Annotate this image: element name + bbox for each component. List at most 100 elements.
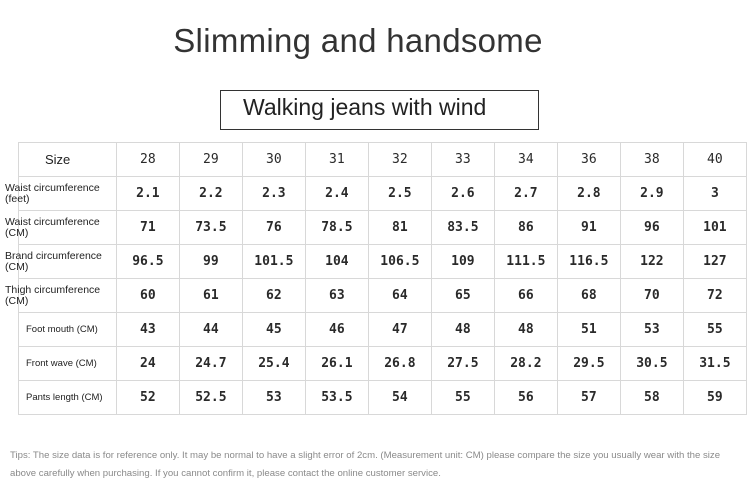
table-cell: 2.9 [619,176,684,211]
table-cell: 45 [241,312,306,347]
size-cell: 40 [682,142,747,177]
table-cell: 78.5 [304,210,369,245]
table-cell: 62 [241,278,306,313]
table-cell: 60 [115,278,180,313]
table-cell: 122 [619,244,684,279]
table-cell: 111.5 [493,244,558,279]
table-cell: 24 [115,346,180,381]
table-cell: 116.5 [556,244,621,279]
table-cell: 53 [241,380,306,415]
table-cell: 26.1 [304,346,369,381]
table-row-label: Thigh circumference (CM) [5,278,117,313]
table-cell: 56 [493,380,558,415]
table-cell: 71 [115,210,180,245]
table-cell: 48 [493,312,558,347]
table-cell: 96 [619,210,684,245]
table-cell: 55 [430,380,495,415]
size-cell: 31 [304,142,369,177]
table-cell: 59 [682,380,747,415]
table-cell: 104 [304,244,369,279]
table-cell: 68 [556,278,621,313]
size-chart-table: Size 28 29 30 31 32 33 34 36 38 40 Waist… [5,142,747,415]
table-cell: 24.7 [178,346,243,381]
table-cell: 26.8 [367,346,432,381]
table-cell: 66 [493,278,558,313]
table-cell: 2.7 [493,176,558,211]
table-cell: 57 [556,380,621,415]
table-cell: 70 [619,278,684,313]
row-label-text: Foot mouth (CM) [26,324,98,335]
table-cell: 73.5 [178,210,243,245]
table-cell: 3 [682,176,747,211]
table-cell: 72 [682,278,747,313]
table-cell: 109 [430,244,495,279]
table-cell: 63 [304,278,369,313]
table-cell: 52.5 [178,380,243,415]
table-cell: 99 [178,244,243,279]
size-cell: 32 [367,142,432,177]
row-label-text: Front wave (CM) [26,358,97,369]
table-row-label: Front wave (CM) [18,346,117,381]
table-cell: 106.5 [367,244,432,279]
table-cell: 43 [115,312,180,347]
table-cell: 86 [493,210,558,245]
table-cell: 2.1 [115,176,180,211]
table-row: Pants length (CM) 52 52.5 53 53.5 54 55 … [18,380,747,415]
table-row-label: Pants length (CM) [18,380,117,415]
table-cell: 2.3 [241,176,306,211]
row-label-text: Brand circumference (CM) [5,249,102,273]
table-cell: 2.6 [430,176,495,211]
size-cell: 28 [115,142,180,177]
table-cell: 2.8 [556,176,621,211]
table-cell: 101.5 [241,244,306,279]
table-cell: 46 [304,312,369,347]
table-cell: 30.5 [619,346,684,381]
table-cell: 31.5 [682,346,747,381]
table-cell: 58 [619,380,684,415]
table-row-label: Foot mouth (CM) [18,312,117,347]
table-row: Thigh circumference (CM) 60 61 62 63 64 6… [5,278,747,313]
table-row-label: Waist circumference (CM) [5,210,117,245]
table-row: Waist circumference (CM) 71 73.5 76 78.5 … [5,210,747,245]
table-cell: 25.4 [241,346,306,381]
size-cell: 34 [493,142,558,177]
table-row-label: Size [18,142,117,177]
table-cell: 2.2 [178,176,243,211]
table-cell: 27.5 [430,346,495,381]
table-cell: 52 [115,380,180,415]
table-cell: 29.5 [556,346,621,381]
table-cell: 76 [241,210,306,245]
table-cell: 54 [367,380,432,415]
table-cell: 51 [556,312,621,347]
table-row-label: Waist circumference (feet) [5,176,117,211]
table-row: Foot mouth (CM) 43 44 45 46 47 48 48 51 … [18,312,747,347]
table-row: Waist circumference (feet) 2.1 2.2 2.3 2.… [5,176,747,211]
table-cell: 53 [619,312,684,347]
size-cell: 30 [241,142,306,177]
table-cell: 127 [682,244,747,279]
row-label-text: Pants length (CM) [26,392,103,403]
size-cell: 38 [619,142,684,177]
subtitle: Walking jeans with wind [243,94,487,120]
table-cell: 2.5 [367,176,432,211]
size-cell: 29 [178,142,243,177]
table-cell: 61 [178,278,243,313]
table-row-label: Brand circumference (CM) [5,244,117,279]
table-row: Brand circumference (CM) 96.5 99 101.5 10… [5,244,747,279]
table-cell: 2.4 [304,176,369,211]
table-cell: 47 [367,312,432,347]
row-label-text: Waist circumference (CM) [5,215,100,239]
tips-note: Tips: The size data is for reference onl… [10,450,721,479]
page-title: Slimming and handsome [173,22,543,59]
table-cell: 96.5 [115,244,180,279]
table-cell: 64 [367,278,432,313]
table-cell: 65 [430,278,495,313]
table-cell: 101 [682,210,747,245]
table-cell: 44 [178,312,243,347]
table-cell: 28.2 [493,346,558,381]
table-header-row: Size 28 29 30 31 32 33 34 36 38 40 [18,142,747,177]
table-cell: 55 [682,312,747,347]
row-label-text: Thigh circumference (CM) [5,283,101,307]
size-header-label: Size [45,152,71,167]
subtitle-box: Walking jeans with wind [220,90,539,130]
